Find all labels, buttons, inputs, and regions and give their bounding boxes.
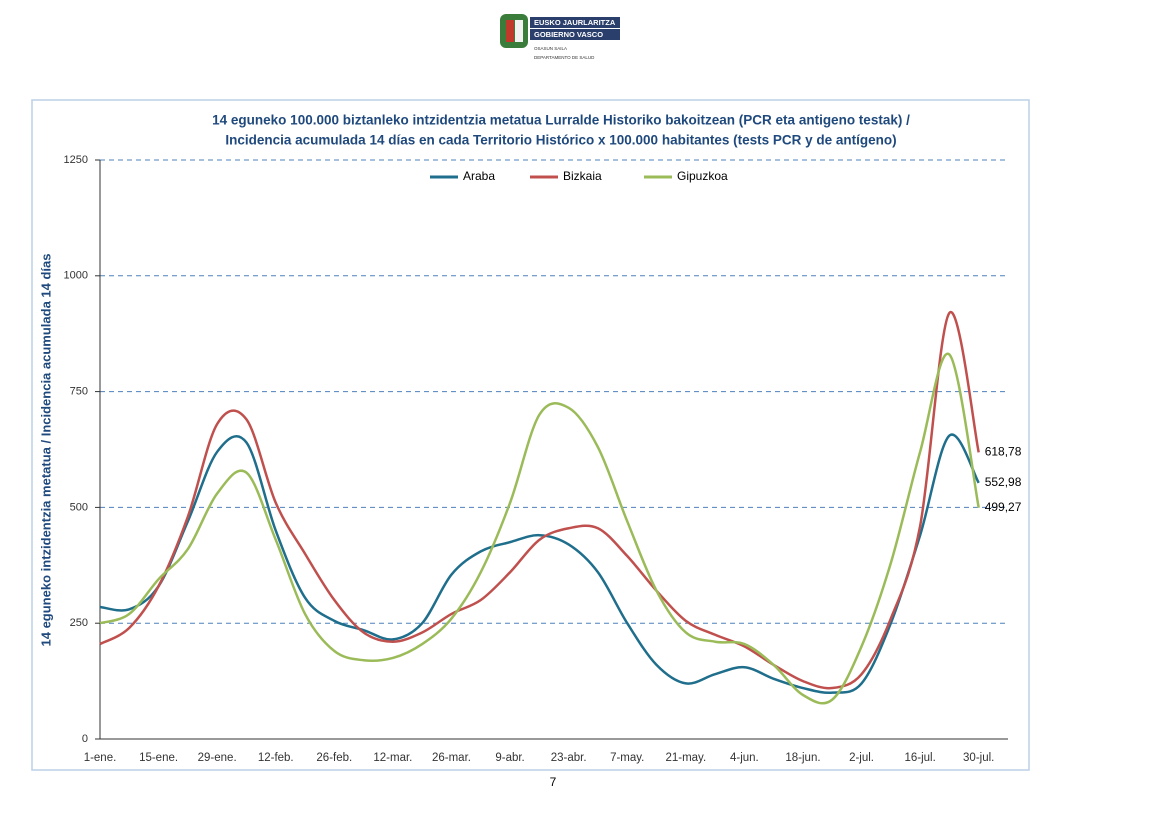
x-tick-label: 12-feb. [258,752,294,764]
y-tick-label: 250 [70,617,88,629]
y-tick-label: 750 [70,386,88,398]
x-tick-label: 21-may. [665,752,706,764]
y-tick-label: 500 [70,501,88,513]
logo-shield-part [506,20,514,42]
data-label: 499,27 [985,500,1022,514]
logo-text: OSASUN SAILA [534,46,567,51]
x-tick-label: 4-jun. [730,752,759,764]
x-tick-label: 2-jul. [849,752,874,764]
x-tick-label: 26-feb. [316,752,352,764]
series-line [99,433,980,695]
x-tick-label: 29-ene. [198,752,237,764]
legend-label: Gipuzkoa [677,169,728,183]
series-line [99,311,980,690]
legend-label: Bizkaia [563,169,602,183]
x-tick-label: 18-jun. [785,752,820,764]
x-tick-label: 7-may. [610,752,644,764]
x-tick-label: 9-abr. [495,752,524,764]
series-line [99,352,980,705]
x-tick-label: 26-mar. [432,752,471,764]
y-axis-label: 14 eguneko intzidentzia metatua / Incide… [38,253,53,646]
y-tick-label: 1250 [64,154,88,166]
x-tick-label: 15-ene. [139,752,178,764]
x-tick-label: 12-mar. [373,752,412,764]
logo-band [530,29,620,40]
legend-label: Araba [463,169,495,183]
y-tick-label: 1000 [64,270,88,282]
chart-frame [31,99,1030,771]
x-tick-label: 16-jul. [904,752,935,764]
chart-title: 14 eguneko 100.000 biztanleko intzidentz… [212,113,910,128]
logo-text: EUSKO JAURLARITZA [534,18,616,27]
x-tick-label: 23-abr. [551,752,587,764]
plot: 0 250 500 750 1000 1250 1-ene. 15-ene. 29-ene. 12… [64,154,1022,764]
logo-text: GOBIERNO VASCO [534,30,603,39]
chart-title: Incidencia acumulada 14 días en cada Ter… [225,133,896,148]
data-label: 552,98 [985,475,1022,489]
logo-band [530,17,620,28]
x-tick-label: 30-jul. [963,752,994,764]
x-tick-label: 1-ene. [84,752,117,764]
logo-text: DEPARTAMENTO DE SALUD [534,55,595,60]
y-tick-label: 0 [82,733,88,745]
logo: EUSKO JAURLARITZA GOBIERNO VASCO OSASUN … [500,14,620,60]
page-number: 7 [550,775,557,789]
logo-shield-part [515,20,523,42]
data-label: 618,78 [985,445,1022,459]
